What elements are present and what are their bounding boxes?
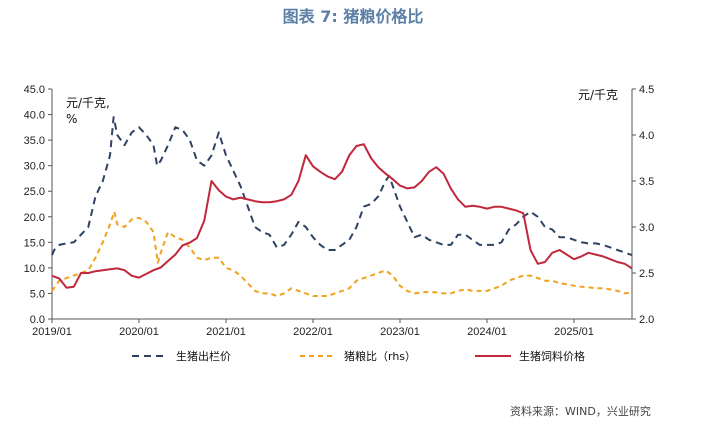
- right-tick-label: 2.5: [639, 268, 654, 280]
- right-tick-label: 3.5: [639, 176, 654, 188]
- left-tick-label: 10.0: [24, 263, 45, 275]
- x-tick-label: 2023/01: [380, 326, 420, 338]
- chart-title: 图表 7: 猪粮价格比: [283, 7, 424, 26]
- left-tick-label: 15.0: [24, 237, 45, 249]
- x-tick-label: 2024/01: [467, 326, 507, 338]
- right-tick-label: 4.0: [639, 130, 654, 142]
- left-tick-label: 20.0: [24, 212, 45, 224]
- legend-label-2: 猪粮比（rhs）: [344, 349, 416, 363]
- x-tick-label: 2021/01: [206, 326, 246, 338]
- left-tick-label: 35.0: [24, 135, 45, 147]
- left-tick-label: 30.0: [24, 161, 45, 173]
- legend-label-3: 生猪饲料价格: [519, 349, 585, 363]
- x-tick-label: 2025/01: [554, 326, 594, 338]
- x-tick-label: 2020/01: [119, 326, 159, 338]
- x-tick-label: 2022/01: [293, 326, 333, 338]
- left-tick-label: 40.0: [24, 110, 45, 122]
- series-layer: [51, 116, 633, 297]
- x-tick-label: 2019/01: [32, 326, 72, 338]
- left-tick-label: 45.0: [24, 84, 45, 96]
- series-line-1: [51, 116, 633, 257]
- right-tick-label: 4.5: [639, 84, 654, 96]
- series-line-3: [51, 143, 633, 289]
- left-axis-unit: 元/千克, %: [66, 96, 114, 126]
- left-tick-label: 25.0: [24, 186, 45, 198]
- left-tick-label: 0.0: [30, 314, 45, 326]
- x-axis-ticks: 2019/01 2020/01 2021/01 2022/01 2023/01 2024/…: [32, 319, 594, 338]
- left-tick-label: 5.0: [30, 288, 45, 300]
- legend: 生猪出栏价 猪粮比（rhs） 生猪饲料价格: [132, 349, 585, 363]
- right-tick-label: 3.0: [639, 222, 654, 234]
- left-axis-ticks: 0.0 5.0 10.0 15.0 20.0 25.0 30.0 35.0 40.0 45.0: [24, 84, 52, 326]
- legend-label-1: 生猪出栏价: [176, 349, 231, 363]
- right-tick-label: 2.0: [639, 314, 654, 326]
- right-axis-unit: 元/千克: [578, 88, 618, 102]
- series-line-2: [51, 210, 633, 297]
- source-note: 资料来源：WIND，兴业研究: [510, 404, 651, 418]
- right-axis-ticks: 2.0 2.5 3.0 3.5 4.0 4.5: [632, 84, 654, 326]
